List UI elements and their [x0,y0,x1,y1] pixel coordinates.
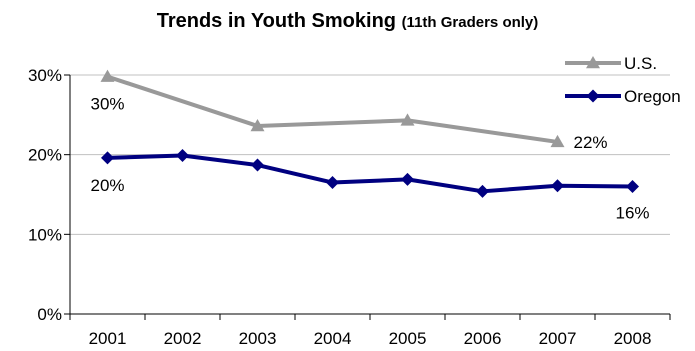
x-tick-label: 2006 [464,329,502,348]
x-tick-label: 2007 [539,329,577,348]
legend-marker-oregon [586,89,600,103]
chart-subtitle: (11th Graders only) [401,14,539,31]
y-tick-label: 0% [37,305,62,324]
x-tick-label: 2005 [389,329,427,348]
data-point-oregon [476,184,489,198]
chart-title-block: Trends in Youth Smoking (11th Graders on… [0,10,695,33]
series-line-oregon [107,153,633,194]
x-tick-label: 2002 [164,329,202,348]
x-tick-label: 2001 [89,329,127,348]
data-point-u-s [250,118,265,132]
x-tick-label: 2004 [314,329,352,348]
data-label: 20% [90,176,124,195]
data-point-u-s [400,113,415,126]
y-tick-label: 10% [28,225,62,244]
y-tick-label: 20% [28,146,62,165]
data-point-oregon [626,180,639,194]
legend-label: Oregon [624,87,681,106]
chart-title: Trends in Youth Smoking [156,10,396,32]
data-point-oregon [551,179,564,193]
x-tick-label: 2003 [239,329,277,348]
legend-marker-u-s [586,56,600,69]
data-point-u-s [550,134,565,148]
x-tick-label: 2008 [614,329,652,348]
data-point-oregon [401,172,414,186]
data-label: 22% [574,133,608,152]
data-point-u-s [100,69,115,82]
data-point-oregon [101,151,114,165]
data-point-oregon [326,176,339,190]
y-tick-label: 30% [28,66,62,85]
series-line-u-s [106,74,558,144]
data-point-oregon [176,148,189,162]
data-label: 30% [90,95,124,114]
legend-label: U.S. [624,54,657,73]
data-point-oregon [251,158,264,172]
data-label: 16% [615,204,649,223]
